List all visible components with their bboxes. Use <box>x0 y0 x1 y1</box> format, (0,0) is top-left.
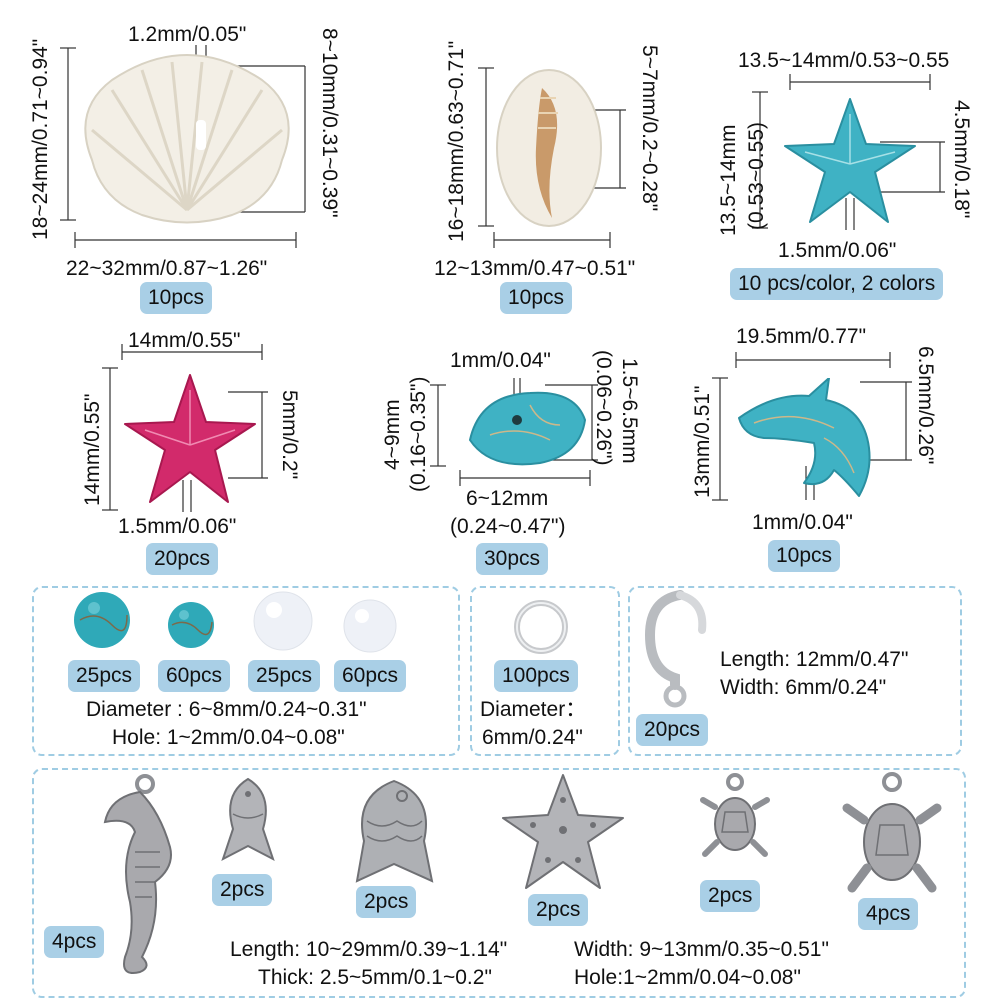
scallop-shell-image <box>84 54 290 224</box>
shell-qty-badge: 10pcs <box>140 282 213 314</box>
charm-thick-text: Thick: 2.5~5mm/0.1~0.2" <box>258 966 492 989</box>
starfish-qty-badge: 2pcs <box>528 894 589 926</box>
charm-length-text: Length: 10~29mm/0.39~1.14" <box>230 938 508 961</box>
dolphin-width-label: 19.5mm/0.77" <box>736 325 867 348</box>
white-bead-8mm-image <box>253 591 313 651</box>
beads-panel <box>32 586 460 756</box>
blue-star-qty-badge: 10 pcs/color, 2 colors <box>730 268 944 300</box>
bead-qty-badge-3: 25pcs <box>248 660 321 692</box>
shell-hole-label: 1.2mm/0.05" <box>128 23 247 46</box>
cowrie-thickness-label: 5~7mm/0.2~0.28" <box>638 45 661 212</box>
large-turtle-charm-image <box>842 772 942 893</box>
seahorse-qty-badge: 4pcs <box>44 926 105 958</box>
jump-ring-diameter-value: 6mm/0.24" <box>482 726 583 749</box>
blue-star-height-label-1: 13.5~14mm <box>717 124 740 236</box>
dolphin-hole-label: 1mm/0.04" <box>752 511 853 534</box>
chip-qty-badge: 30pcs <box>476 543 549 575</box>
blue-star-thickness-label: 4.5mm/0.18" <box>950 100 973 219</box>
bead-qty-badge-1: 25pcs <box>68 660 141 692</box>
small-fish-charm-image <box>221 777 275 862</box>
charm-hole-text: Hole:1~2mm/0.04~0.08" <box>574 966 801 989</box>
cowrie-width-label: 12~13mm/0.47~0.51" <box>434 257 636 280</box>
large-turtle-qty-badge: 4pcs <box>858 898 919 930</box>
cowrie-height-label: 16~18mm/0.63~0.71" <box>445 40 468 242</box>
clasp-panel <box>628 586 962 756</box>
turquoise-dolphin-image <box>738 378 871 497</box>
pink-star-hole-label: 1.5mm/0.06" <box>118 515 237 538</box>
seahorse-charm-image <box>103 774 172 974</box>
starfish-charm-image <box>502 774 624 889</box>
jump-ring-qty-badge: 100pcs <box>494 660 578 692</box>
dolphin-thickness-label: 6.5mm/0.26" <box>914 346 937 465</box>
pink-starfish-image <box>124 374 256 503</box>
small-fish-qty-badge: 2pcs <box>212 874 273 906</box>
small-turtle-qty-badge: 2pcs <box>700 880 761 912</box>
big-fish-charm-image <box>355 779 434 883</box>
shell-thickness-label: 8~10mm/0.31~0.39" <box>318 28 341 218</box>
chip-thickness-label-2: (0.06~0.26") <box>592 350 615 466</box>
shell-height-label: 18~24mm/0.71~0.94" <box>29 38 52 240</box>
blue-star-width-label: 13.5~14mm/0.53~0.55 <box>738 49 950 72</box>
cowrie-qty-badge: 10pcs <box>500 282 573 314</box>
bead-diameter-text: Diameter : 6~8mm/0.24~0.31" <box>86 698 367 721</box>
pink-star-qty-badge: 20pcs <box>146 543 219 575</box>
charm-width-text: Width: 9~13mm/0.35~0.51" <box>574 938 829 961</box>
dolphin-qty-badge: 10pcs <box>768 540 841 572</box>
turquoise-starfish-image <box>784 98 916 223</box>
blue-star-height-label-2: (0.53~0.55) <box>745 122 768 230</box>
turquoise-chip-image <box>468 391 587 466</box>
dolphin-height-label: 13mm/0.51" <box>691 385 714 498</box>
chip-thickness-label-1: 1.5~6.5mm <box>618 358 641 464</box>
big-fish-qty-badge: 2pcs <box>356 886 417 918</box>
jump-ring-panel <box>470 586 620 756</box>
chip-height-label-2: (0.16~0.35") <box>407 376 430 492</box>
clasp-qty-badge: 20pcs <box>636 714 709 746</box>
chip-hole-label: 1mm/0.04" <box>450 349 551 372</box>
cowrie-shell-image <box>496 69 602 227</box>
jump-ring-image <box>514 600 568 654</box>
lobster-clasp-image <box>644 590 707 708</box>
pink-star-thickness-label: 5mm/0.2" <box>278 390 301 480</box>
blue-star-hole-label: 1.5mm/0.06" <box>778 239 897 262</box>
charms-panel <box>32 768 966 998</box>
pink-star-width-label: 14mm/0.55" <box>128 329 241 352</box>
jump-ring-diameter-label: Diameter： <box>480 698 587 721</box>
clasp-width-text: Width: 6mm/0.24" <box>720 676 887 699</box>
shell-width-label: 22~32mm/0.87~1.26" <box>66 257 268 280</box>
small-turtle-charm-image <box>700 773 770 857</box>
turquoise-bead-6mm-image <box>168 602 214 648</box>
bead-qty-badge-4: 60pcs <box>334 660 407 692</box>
pink-star-height-label: 14mm/0.55" <box>81 393 104 506</box>
bead-qty-badge-2: 60pcs <box>158 660 231 692</box>
chip-height-label-1: 4~9mm <box>381 399 404 470</box>
bead-hole-text: Hole: 1~2mm/0.04~0.08" <box>112 726 345 749</box>
chip-width-label-1: 6~12mm <box>466 487 549 510</box>
turquoise-bead-8mm-image <box>74 592 130 648</box>
chip-width-label-2: (0.24~0.47") <box>450 515 566 538</box>
white-bead-6mm-image <box>343 599 397 653</box>
clasp-length-text: Length: 12mm/0.47" <box>720 648 909 671</box>
